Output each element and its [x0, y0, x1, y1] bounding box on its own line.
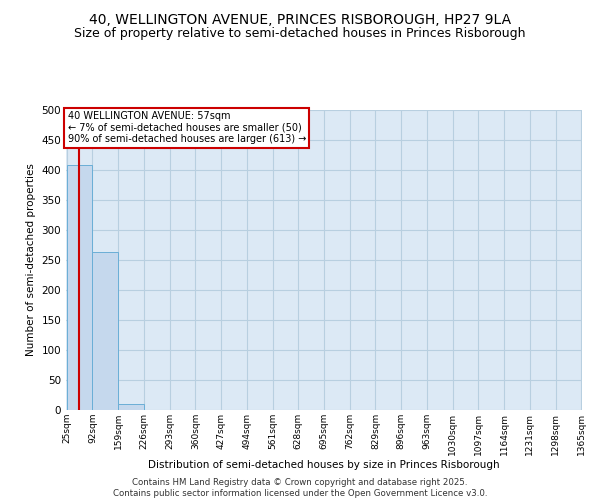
Text: Contains HM Land Registry data © Crown copyright and database right 2025.
Contai: Contains HM Land Registry data © Crown c…	[113, 478, 487, 498]
Text: 40, WELLINGTON AVENUE, PRINCES RISBOROUGH, HP27 9LA: 40, WELLINGTON AVENUE, PRINCES RISBOROUG…	[89, 12, 511, 26]
Text: Size of property relative to semi-detached houses in Princes Risborough: Size of property relative to semi-detach…	[74, 28, 526, 40]
Bar	[92, 252, 118, 410]
Bar	[118, 404, 144, 410]
Text: 40 WELLINGTON AVENUE: 57sqm
← 7% of semi-detached houses are smaller (50)
90% of: 40 WELLINGTON AVENUE: 57sqm ← 7% of semi…	[68, 111, 306, 144]
Y-axis label: Number of semi-detached properties: Number of semi-detached properties	[26, 164, 36, 356]
X-axis label: Distribution of semi-detached houses by size in Princes Risborough: Distribution of semi-detached houses by …	[148, 460, 500, 470]
Bar	[67, 165, 92, 410]
